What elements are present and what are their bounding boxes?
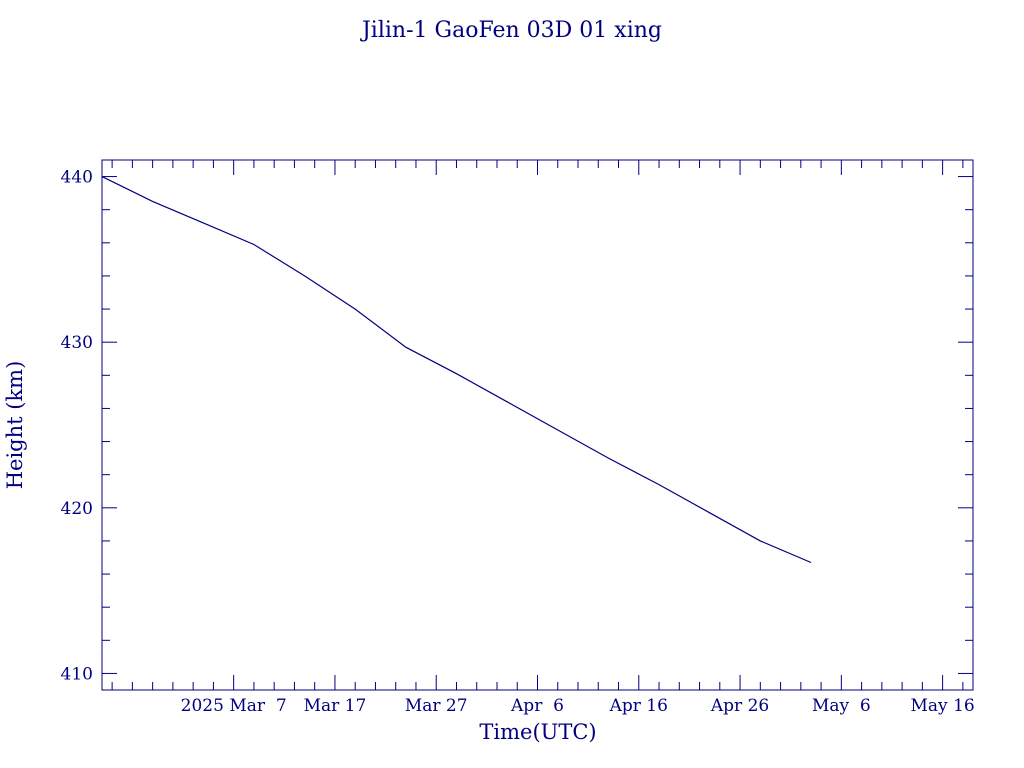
chart-title: Jilin-1 GaoFen 03D 01 xing [360,18,662,43]
x-tick-label: Apr 16 [609,696,668,716]
x-tick-label: Mar 27 [405,696,468,716]
y-axis-label: Height (km) [3,361,27,490]
plot-frame [101,159,974,691]
height-series-line [101,176,812,564]
x-tick-label: Apr 26 [710,696,769,716]
x-tick-label: May 16 [911,696,975,716]
series-layer [101,176,812,564]
y-tick-label: 410 [61,664,93,684]
x-tick-label: 2025 Mar 7 [181,696,287,716]
x-tick-label: May 6 [812,696,871,716]
x-tick-label: Apr 6 [510,696,564,716]
y-tick-label: 440 [61,168,93,188]
y-axis: 410 420 430 440 [61,168,973,684]
x-axis-label: Time(UTC) [479,720,596,744]
x-tick-label: Mar 17 [304,696,367,716]
y-tick-label: 430 [61,333,93,353]
x-axis: 2025 Mar 7 Mar 17 Mar 27 Apr 6 Apr 16 Apr 26 M… [111,160,975,716]
y-tick-label: 420 [61,499,93,519]
